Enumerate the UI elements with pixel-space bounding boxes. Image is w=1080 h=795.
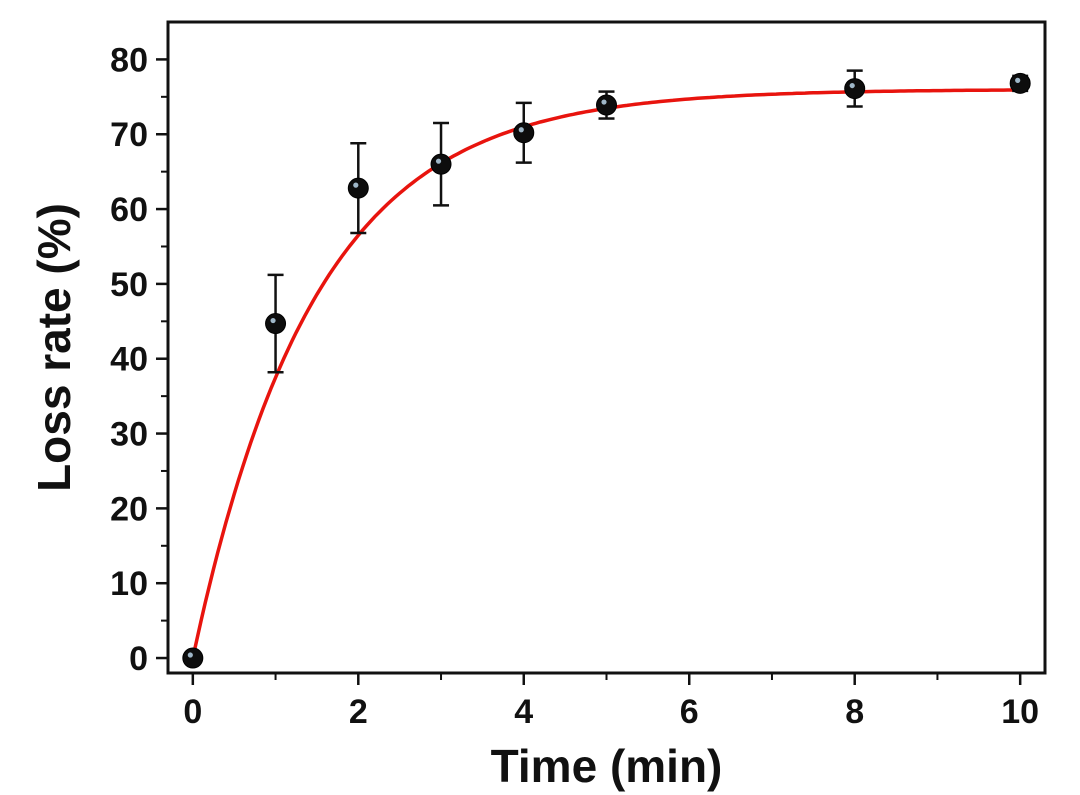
x-tick-label: 6 bbox=[680, 693, 699, 731]
y-tick-label: 70 bbox=[110, 116, 148, 154]
y-tick-label: 50 bbox=[110, 266, 148, 304]
data-point bbox=[182, 647, 204, 669]
data-point-highlight bbox=[601, 99, 607, 105]
y-tick-label: 20 bbox=[110, 490, 148, 528]
y-axis-title: Loss rate (%) bbox=[28, 203, 80, 492]
data-point bbox=[513, 122, 535, 144]
y-tick-label: 40 bbox=[110, 341, 148, 379]
data-point-highlight bbox=[270, 317, 276, 324]
x-tick-label: 10 bbox=[1001, 693, 1039, 731]
fit-curve bbox=[191, 88, 1021, 659]
x-tick-label: 2 bbox=[349, 693, 368, 731]
x-tick-label: 0 bbox=[183, 693, 202, 731]
data-point bbox=[347, 177, 369, 199]
data-point-highlight bbox=[518, 127, 524, 133]
data-point bbox=[596, 94, 617, 116]
data-point bbox=[1009, 72, 1031, 94]
data-point-highlight bbox=[353, 182, 359, 188]
y-tick-label: 60 bbox=[110, 191, 148, 229]
x-tick-label: 4 bbox=[514, 693, 533, 731]
data-point bbox=[430, 153, 452, 175]
x-axis-title: Time (min) bbox=[491, 740, 723, 792]
data-point-highlight bbox=[435, 158, 442, 164]
y-tick-label: 80 bbox=[110, 41, 148, 79]
data-point-highlight bbox=[1015, 77, 1021, 83]
x-tick-label: 8 bbox=[845, 693, 864, 731]
data-point bbox=[844, 78, 866, 100]
data-point bbox=[265, 313, 287, 335]
data-point-highlight bbox=[849, 82, 855, 89]
y-tick-label: 0 bbox=[129, 640, 148, 678]
data-point-highlight bbox=[187, 652, 193, 658]
y-tick-label: 30 bbox=[110, 416, 148, 454]
y-tick-label: 10 bbox=[110, 565, 148, 603]
